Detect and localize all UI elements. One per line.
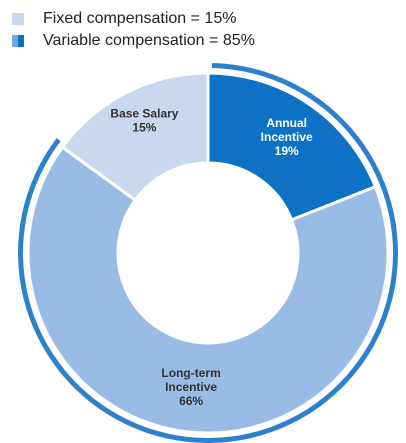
slice-long-term-incentive (26, 145, 390, 435)
slice-base-salary (60, 71, 210, 203)
legend-swatch-variable (12, 35, 24, 47)
legend: Fixed compensation = 15% Variable compen… (12, 8, 255, 52)
slice-label-long-term-incentive-line-2: 66% (179, 394, 203, 408)
legend-swatch-fixed (12, 13, 24, 25)
slice-label-annual-incentive-line-1: Incentive (261, 130, 313, 144)
legend-item-variable: Variable compensation = 85% (12, 30, 255, 52)
legend-label-fixed: Fixed compensation = 15% (43, 10, 237, 27)
slice-label-long-term-incentive-line-1: Incentive (165, 380, 217, 394)
slice-label-base-salary-line-0: Base Salary (110, 106, 178, 120)
donut-slices (26, 71, 390, 435)
slice-label-annual-incentive-line-0: Annual (266, 116, 307, 130)
slice-label-long-term-incentive-line-0: Long-term (161, 366, 220, 380)
slice-label-annual-incentive-line-2: 19% (275, 144, 299, 158)
legend-label-variable: Variable compensation = 85% (43, 32, 255, 49)
legend-item-fixed: Fixed compensation = 15% (12, 8, 255, 30)
slice-label-base-salary-line-1: 15% (132, 120, 156, 134)
slice-annual-incentive (206, 71, 378, 222)
